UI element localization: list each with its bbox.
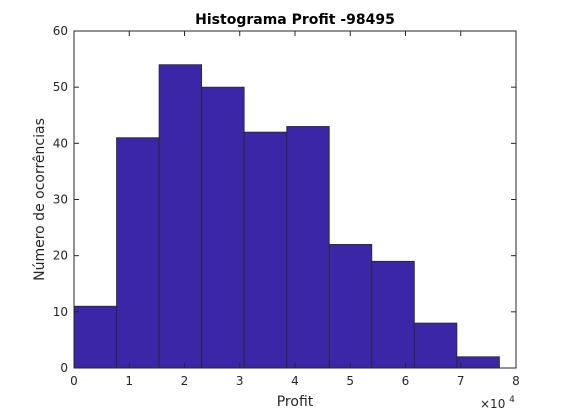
- x-tick-label: 2: [181, 374, 189, 388]
- histogram-bar: [243, 131, 288, 369]
- y-tick-label: 60: [53, 24, 68, 38]
- y-tick-label: 0: [60, 361, 68, 375]
- x-tick-label: 7: [457, 374, 465, 388]
- histogram-bar: [116, 137, 160, 369]
- y-tick-label: 50: [53, 80, 68, 94]
- histogram-bar: [286, 126, 330, 369]
- x-axis-ticks: 0 1 2 3 4 5 6 7 8: [70, 31, 520, 388]
- histogram-bar: [328, 244, 373, 369]
- x-tick-label: 1: [125, 374, 133, 388]
- histogram-bar: [371, 260, 415, 369]
- y-axis-ticks: 0 10 20 30 40 50 60: [53, 24, 516, 375]
- x-axis-label: Profit: [277, 394, 314, 410]
- x-tick-label: 0: [70, 374, 78, 388]
- x-tick-label: 8: [512, 374, 520, 388]
- histogram-bar: [158, 64, 203, 369]
- chart-title: Histograma Profit -98495: [195, 12, 395, 28]
- y-tick-label: 10: [53, 305, 68, 319]
- bars: [73, 64, 500, 369]
- histogram-bar: [413, 322, 458, 369]
- histogram-bar: [73, 305, 117, 369]
- x-tick-label: 5: [346, 374, 354, 388]
- y-tick-label: 30: [53, 193, 68, 207]
- y-tick-label: 40: [53, 136, 68, 150]
- x-exponent-base: ×10: [480, 397, 505, 411]
- y-tick-label: 20: [53, 249, 68, 263]
- x-tick-label: 3: [236, 374, 244, 388]
- histogram-bar: [201, 86, 245, 369]
- x-tick-label: 6: [402, 374, 410, 388]
- x-tick-label: 4: [291, 374, 299, 388]
- y-axis-label: Número de ocorrências: [32, 118, 48, 281]
- histogram-bar: [456, 356, 500, 369]
- x-exponent-label: ×10 4: [480, 395, 515, 411]
- x-exponent-power: 4: [509, 395, 515, 405]
